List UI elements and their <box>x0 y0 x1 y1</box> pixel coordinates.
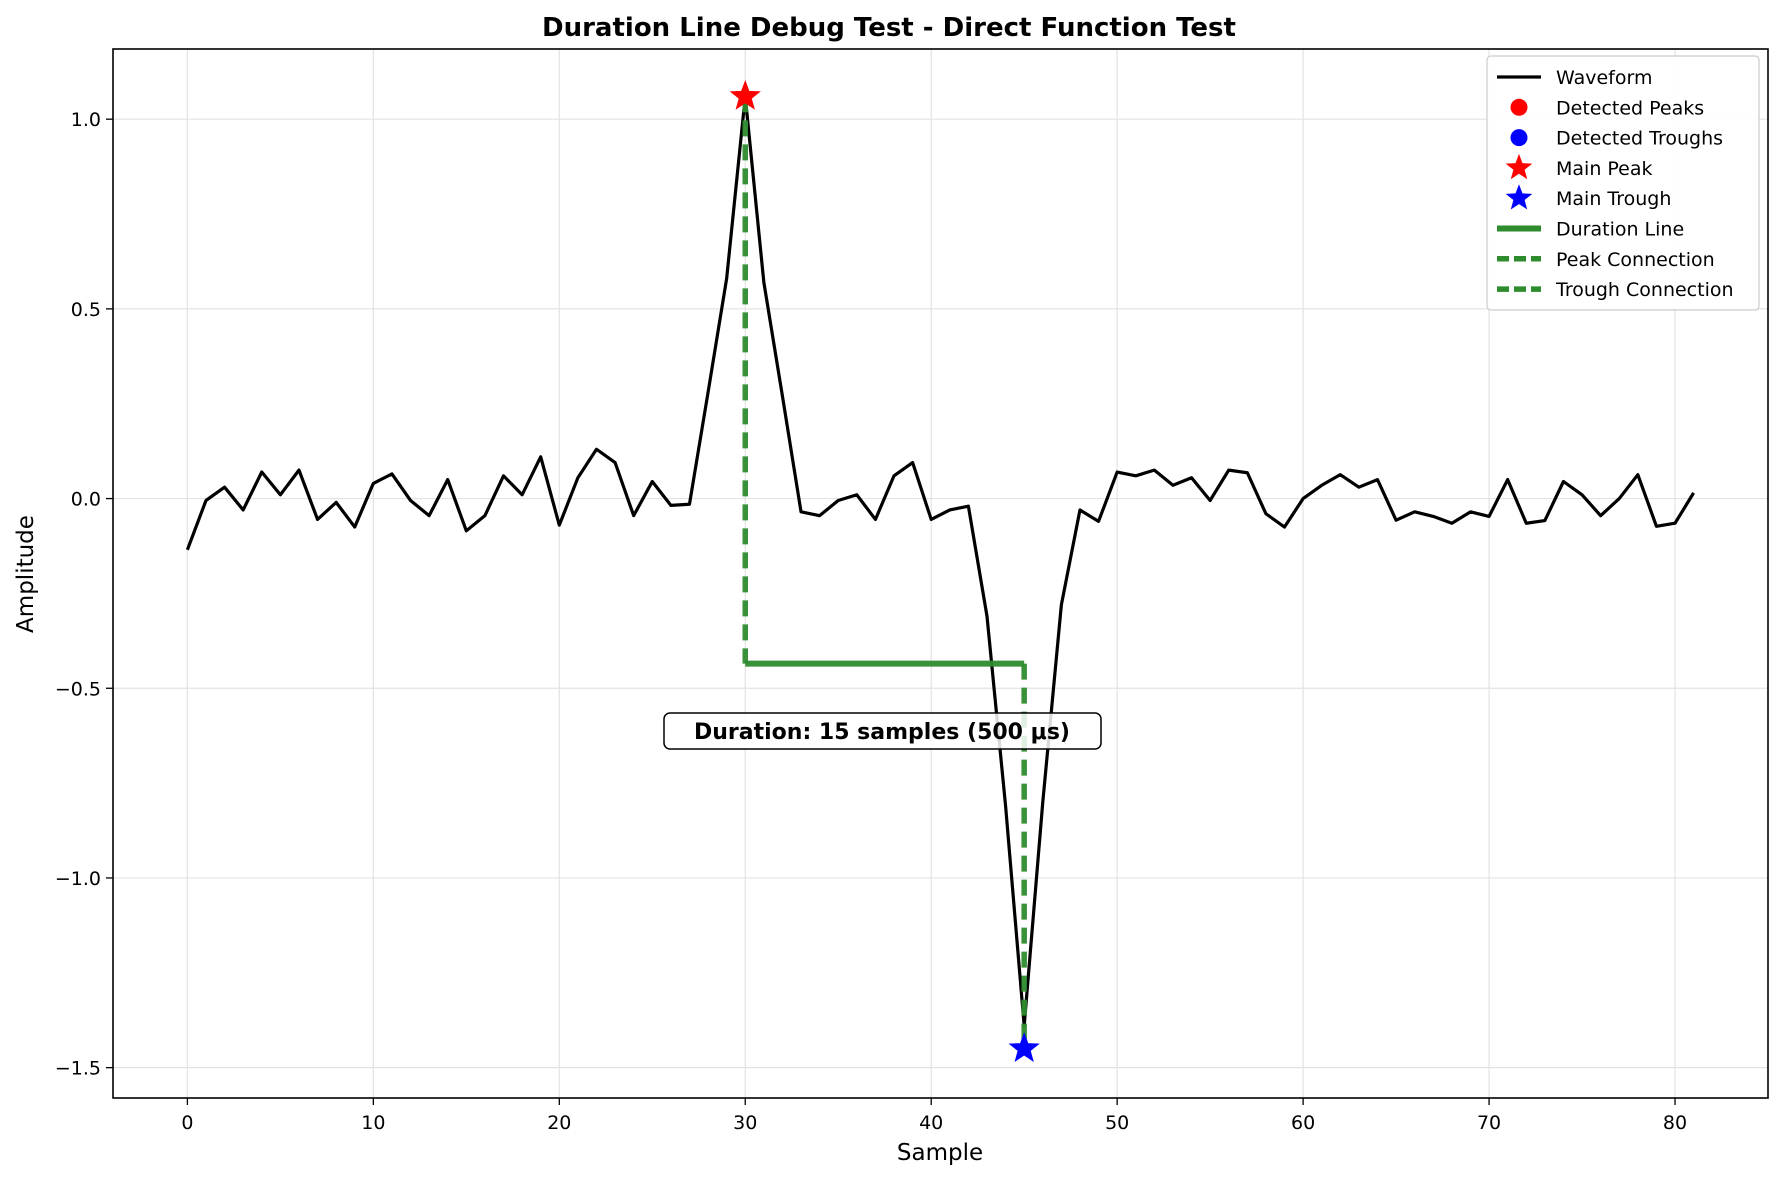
legend-label: Detected Peaks <box>1556 97 1704 119</box>
y-tick-label: −1.5 <box>55 1058 101 1080</box>
x-tick-label: 60 <box>1291 1112 1315 1134</box>
plot-marks <box>185 79 1695 1062</box>
legend-box <box>1486 55 1760 311</box>
waveform-line <box>185 94 1695 1028</box>
x-tick-label: 40 <box>919 1112 943 1134</box>
legend-swatch-dot <box>1510 98 1528 116</box>
main-peak-marker <box>729 79 761 110</box>
legend-label: Main Peak <box>1556 158 1653 180</box>
y-tick-label: 0.0 <box>71 489 101 511</box>
legend-label: Peak Connection <box>1556 249 1715 271</box>
legend-label: Trough Connection <box>1555 279 1734 301</box>
x-tick-label: 0 <box>181 1112 193 1134</box>
legend-items: Waveform Detected Peaks Detected Troughs Ma… <box>1497 67 1734 301</box>
plot-area-frame <box>112 48 1769 1099</box>
duration-annotation: Duration: 15 samples (500 μs) <box>663 712 1102 750</box>
y-axis-ticks: −1.5 −1.0 −0.5 0.0 0.5 1.0 <box>55 109 113 1080</box>
x-axis-label: Sample <box>897 1140 983 1166</box>
y-tick-label: −1.0 <box>55 868 101 890</box>
annotation-box <box>663 712 1102 750</box>
annotation-text: Duration: 15 samples (500 μs) <box>694 720 1070 745</box>
y-axis-label: Amplitude <box>13 515 39 633</box>
main-trough-marker <box>1008 1032 1040 1062</box>
legend-label: Duration Line <box>1556 219 1684 241</box>
chart-title: Duration Line Debug Test - Direct Functi… <box>542 13 1236 43</box>
x-tick-label: 80 <box>1663 1112 1687 1134</box>
legend-swatch-star <box>1505 184 1533 210</box>
y-tick-label: 1.0 <box>71 109 101 131</box>
legend-swatch-star <box>1505 153 1533 180</box>
legend-swatch-dot <box>1510 129 1528 147</box>
y-tick-label: −0.5 <box>55 678 101 700</box>
legend-label: Main Trough <box>1556 188 1671 210</box>
y-tick-label: 0.5 <box>71 299 101 321</box>
legend: Waveform Detected Peaks Detected Troughs Ma… <box>1486 55 1760 311</box>
x-tick-label: 20 <box>547 1112 571 1134</box>
x-tick-label: 30 <box>733 1112 757 1134</box>
x-tick-label: 10 <box>361 1112 385 1134</box>
x-tick-label: 50 <box>1105 1112 1129 1134</box>
x-axis-ticks: 0 10 20 30 40 50 60 70 80 <box>181 1098 1687 1134</box>
legend-label: Detected Troughs <box>1556 128 1723 150</box>
x-tick-label: 70 <box>1477 1112 1501 1134</box>
legend-label: Waveform <box>1556 67 1652 89</box>
